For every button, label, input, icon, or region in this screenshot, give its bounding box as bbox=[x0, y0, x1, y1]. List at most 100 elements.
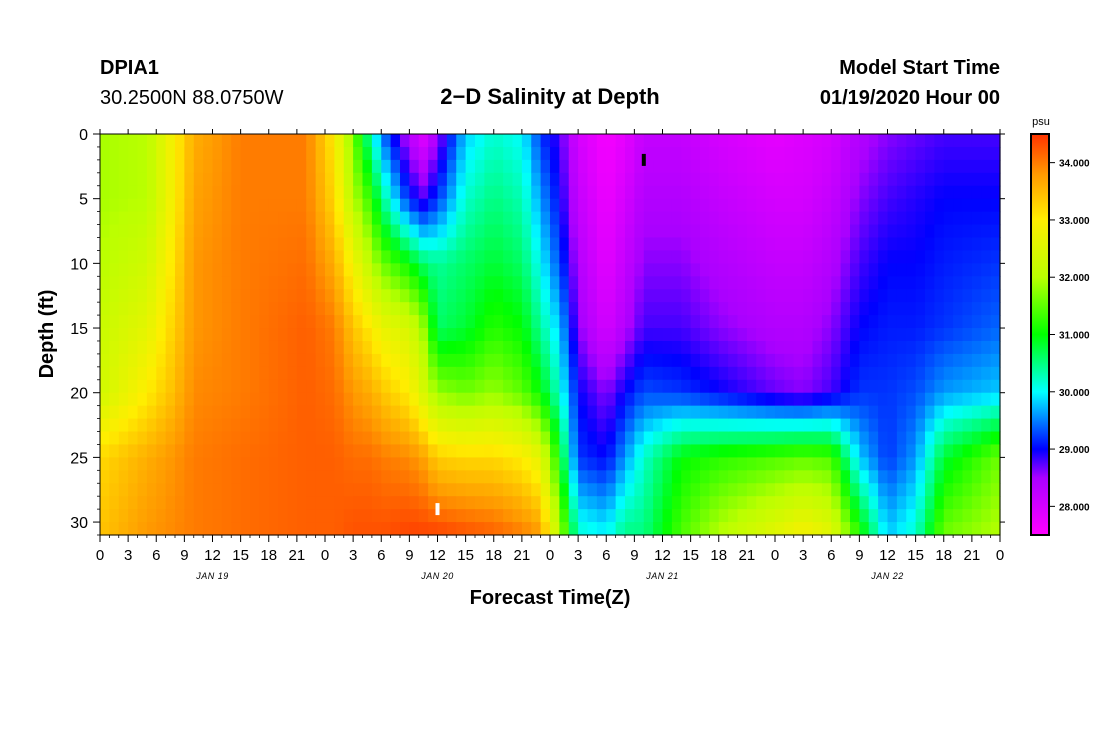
heatmap-cell bbox=[296, 496, 307, 510]
heatmap-cell bbox=[850, 457, 860, 471]
heatmap-cell bbox=[990, 211, 1001, 226]
heatmap-cell bbox=[390, 444, 401, 458]
heatmap-cell bbox=[906, 276, 917, 290]
heatmap-cell bbox=[812, 250, 823, 264]
heatmap-cell bbox=[887, 172, 898, 187]
heatmap-cell bbox=[221, 457, 232, 471]
heatmap-cell bbox=[428, 522, 439, 536]
heatmap-cell bbox=[503, 237, 514, 252]
heatmap-cell bbox=[456, 379, 467, 394]
heatmap-cell bbox=[859, 379, 870, 394]
heatmap-cell bbox=[878, 340, 889, 355]
heatmap-cell bbox=[400, 470, 410, 484]
heatmap-cell bbox=[643, 276, 654, 290]
heatmap-cell bbox=[821, 185, 832, 200]
heatmap-cell bbox=[550, 159, 560, 174]
heatmap-cell bbox=[943, 457, 954, 471]
heatmap-cell bbox=[296, 276, 307, 290]
heatmap-cell bbox=[653, 366, 664, 381]
heatmap-cell bbox=[615, 146, 626, 161]
heatmap-cell bbox=[203, 315, 214, 329]
day-label: JAN 19 bbox=[195, 571, 229, 581]
heatmap-cell bbox=[296, 250, 307, 264]
heatmap-cell bbox=[662, 470, 673, 484]
heatmap-cell bbox=[943, 302, 954, 316]
heatmap-cell bbox=[821, 198, 832, 213]
heatmap-cell bbox=[775, 185, 785, 200]
heatmap-cell bbox=[878, 418, 889, 433]
heatmap-cell bbox=[184, 418, 195, 433]
heatmap-cell bbox=[315, 224, 326, 239]
x-axis-label: Forecast Time(Z) bbox=[470, 587, 631, 609]
heatmap-cell bbox=[915, 353, 926, 368]
heatmap-cell bbox=[971, 470, 982, 484]
heatmap-cell bbox=[878, 431, 889, 446]
heatmap-cell bbox=[493, 289, 504, 303]
heatmap-cell bbox=[615, 276, 626, 290]
heatmap-cell bbox=[990, 379, 1001, 394]
heatmap-cell bbox=[943, 405, 954, 420]
heatmap-cell bbox=[371, 444, 382, 458]
heatmap-cell bbox=[193, 457, 204, 471]
heatmap-cell bbox=[840, 159, 851, 174]
heatmap-cell bbox=[568, 302, 579, 316]
heatmap-cell bbox=[250, 340, 260, 355]
heatmap-cell bbox=[709, 496, 720, 510]
heatmap-cell bbox=[409, 172, 420, 187]
heatmap-cell bbox=[231, 159, 242, 174]
heatmap-cell bbox=[868, 237, 879, 252]
heatmap-cell bbox=[315, 483, 326, 497]
heatmap-cell bbox=[784, 134, 795, 148]
heatmap-cell bbox=[831, 211, 842, 226]
heatmap-cell bbox=[803, 211, 814, 226]
heatmap-cell bbox=[240, 431, 251, 446]
heatmap-cell bbox=[203, 159, 214, 174]
heatmap-cell bbox=[681, 379, 692, 394]
heatmap-cell bbox=[775, 224, 785, 239]
heatmap-cell bbox=[681, 522, 692, 536]
heatmap-cell bbox=[184, 405, 195, 420]
heatmap-cell bbox=[934, 263, 945, 277]
heatmap-cell bbox=[953, 405, 964, 420]
x-tick-label: 0 bbox=[96, 547, 104, 564]
heatmap-cell bbox=[709, 405, 720, 420]
heatmap-cell bbox=[465, 159, 476, 174]
heatmap-cell bbox=[428, 146, 439, 161]
heatmap-cell bbox=[212, 302, 223, 316]
heatmap-cell bbox=[212, 134, 223, 148]
heatmap-cell bbox=[118, 418, 129, 433]
heatmap-cell bbox=[287, 302, 298, 316]
heatmap-cell bbox=[803, 237, 814, 252]
heatmap-cell bbox=[765, 211, 776, 226]
heatmap-cell bbox=[409, 483, 420, 497]
heatmap-cell bbox=[821, 276, 832, 290]
heatmap-cell bbox=[184, 509, 195, 523]
heatmap-cell bbox=[615, 483, 626, 497]
heatmap-cell bbox=[981, 289, 992, 303]
heatmap-cell bbox=[568, 263, 579, 277]
heatmap-cell bbox=[287, 237, 298, 252]
heatmap-cell bbox=[587, 250, 598, 264]
heatmap-cell bbox=[653, 509, 664, 523]
heatmap-cell bbox=[662, 509, 673, 523]
heatmap-cell bbox=[475, 431, 485, 446]
heatmap-cell bbox=[962, 366, 973, 381]
heatmap-cell bbox=[718, 353, 729, 368]
heatmap-cell bbox=[362, 353, 373, 368]
heatmap-cell bbox=[353, 522, 364, 536]
heatmap-cell bbox=[925, 276, 935, 290]
heatmap-cell bbox=[296, 470, 307, 484]
heatmap-cell bbox=[250, 224, 260, 239]
heatmap-cell bbox=[268, 522, 279, 536]
heatmap-cell bbox=[578, 392, 589, 407]
heatmap-cell bbox=[250, 146, 260, 161]
heatmap-cell bbox=[981, 185, 992, 200]
heatmap-cell bbox=[268, 470, 279, 484]
heatmap-cell bbox=[718, 172, 729, 187]
axes: 0 3 6 9 12 15 18 21 0 3 6 9 12 15 18 21 0 3 6 9 12 15 18 21 0 3 6 9… bbox=[70, 127, 1005, 581]
heatmap-cell bbox=[596, 496, 607, 510]
heatmap-cell bbox=[737, 159, 748, 174]
heatmap-cell bbox=[362, 483, 373, 497]
heatmap-cell bbox=[953, 444, 964, 458]
heatmap-cell bbox=[559, 340, 570, 355]
